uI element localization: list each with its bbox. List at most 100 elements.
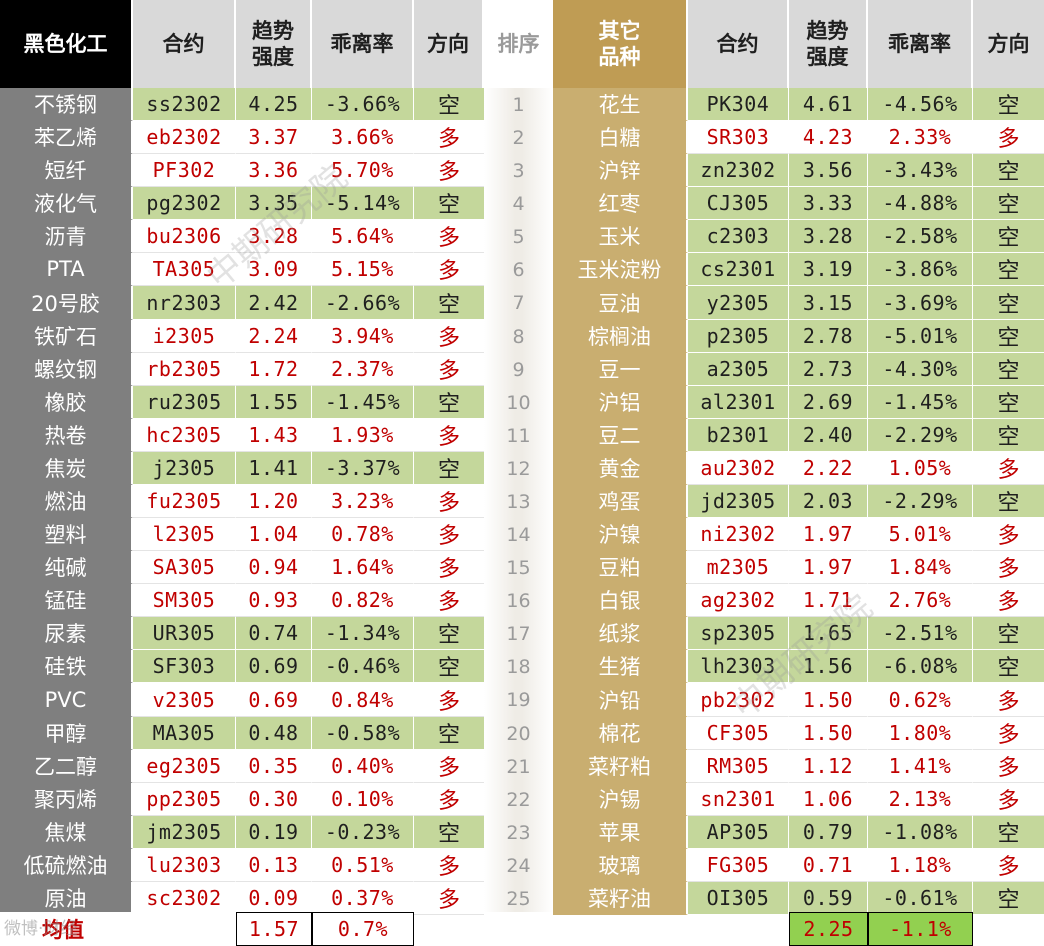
left_rows-name: 液化气 (0, 187, 133, 220)
right_rows-name: 豆二 (553, 419, 688, 452)
rank-number: 17 (506, 622, 531, 645)
right_rows-strength: 2.73 (789, 353, 868, 386)
header-right-category: 其它 品种 (553, 0, 688, 88)
header-rank: 排序 (484, 0, 553, 88)
right_rows-deviation: 1.80% (868, 717, 973, 750)
left_rows-strength: 3.09 (236, 253, 312, 286)
left_rows-contract: pg2302 (133, 187, 236, 220)
right_rows-direction: 多 (973, 452, 1044, 485)
right_rows-strength: 1.97 (789, 518, 868, 551)
right_rows-contract: ni2302 (688, 518, 789, 551)
right_rows-direction: 空 (973, 154, 1044, 187)
header-line-2: 强度 (806, 45, 849, 69)
rank-number: 21 (506, 755, 531, 778)
left_rows-direction: 空 (414, 286, 484, 320)
right_rows-deviation: -3.86% (868, 253, 973, 286)
footer-logo: 微博·财经 (4, 919, 78, 939)
right_rows-name: 沪锡 (553, 783, 688, 816)
right_rows-name: 沪铅 (553, 683, 688, 717)
left_rows-name: PVC (0, 683, 133, 717)
right_rows-deviation: -0.61% (868, 882, 973, 915)
left_rows-strength: 0.09 (236, 882, 312, 915)
rank-band (484, 88, 553, 912)
left_rows-name: 橡胶 (0, 386, 133, 419)
right_rows-contract: au2302 (688, 452, 789, 485)
right_rows-deviation: -2.29% (868, 419, 973, 452)
rank-number: 14 (506, 523, 531, 546)
left_rows-name: 铁矿石 (0, 320, 133, 353)
right_rows-name: 菜籽粕 (553, 750, 688, 783)
left_rows-name: 焦炭 (0, 452, 133, 485)
right_rows-contract: RM305 (688, 750, 789, 783)
right_rows-name: 鸡蛋 (553, 485, 688, 518)
right_rows-direction: 空 (973, 816, 1044, 849)
right_rows-contract: AP305 (688, 816, 789, 849)
right_rows-strength: 1.97 (789, 551, 868, 584)
left_rows-deviation: 0.51% (312, 849, 414, 882)
header-line-1: 趋势 (806, 19, 849, 43)
left_rows-direction: 多 (414, 485, 484, 518)
right_rows-deviation: 5.01% (868, 518, 973, 551)
right_rows-deviation: -3.43% (868, 154, 973, 187)
right_rows-contract: jd2305 (688, 485, 789, 518)
left_rows-strength: 0.94 (236, 551, 312, 584)
left_rows-direction: 多 (414, 154, 484, 187)
right_rows-deviation: -4.30% (868, 353, 973, 386)
left_rows-contract: SF303 (133, 650, 236, 683)
right_rows-strength: 2.22 (789, 452, 868, 485)
rank-number: 8 (512, 325, 525, 348)
right_rows-deviation: 0.62% (868, 683, 973, 717)
left_rows-strength: 0.69 (236, 683, 312, 717)
left_rows-strength: 1.04 (236, 518, 312, 551)
left_rows-direction: 多 (414, 584, 484, 617)
right_rows-direction: 多 (973, 518, 1044, 551)
left_rows-strength: 0.30 (236, 783, 312, 816)
left_rows-name: 热卷 (0, 419, 133, 452)
rank-number: 24 (506, 854, 531, 877)
right_rows-contract: al2301 (688, 386, 789, 419)
right_rows-deviation: -2.29% (868, 485, 973, 518)
left_rows-contract: TA305 (133, 253, 236, 286)
left_rows-deviation: 0.84% (312, 683, 414, 717)
right_rows-direction: 多 (973, 683, 1044, 717)
left_rows-contract: rb2305 (133, 353, 236, 386)
left_rows-direction: 多 (414, 551, 484, 584)
header-line-1: 趋势 (252, 19, 294, 43)
left_rows-contract: ru2305 (133, 386, 236, 419)
right_rows-deviation: 2.33% (868, 121, 973, 154)
left_rows-strength: 0.74 (236, 617, 312, 650)
right_rows-name: 棕榈油 (553, 320, 688, 353)
right_rows-deviation: -2.51% (868, 617, 973, 650)
left_rows-direction: 空 (414, 88, 484, 121)
left_rows-deviation: -3.37% (312, 452, 414, 485)
left_rows-name: 短纤 (0, 154, 133, 187)
right_rows-direction: 多 (973, 551, 1044, 584)
right_rows-strength: 4.61 (789, 88, 868, 121)
left_rows-strength: 0.13 (236, 849, 312, 882)
rank-number: 20 (506, 722, 531, 745)
left_rows-name: 乙二醇 (0, 750, 133, 783)
rank-number: 19 (506, 689, 531, 711)
left_rows-deviation: 5.64% (312, 220, 414, 253)
left_rows-name: 尿素 (0, 617, 133, 650)
right_rows-name: 豆一 (553, 353, 688, 386)
right_rows-strength: 2.03 (789, 485, 868, 518)
left_rows-name: 不锈钢 (0, 88, 133, 121)
left_rows-contract: eb2302 (133, 121, 236, 154)
right_rows-name: 豆油 (553, 286, 688, 320)
left_rows-deviation: 2.37% (312, 353, 414, 386)
left_rows-deviation: 1.93% (312, 419, 414, 452)
right_rows-name: 玻璃 (553, 849, 688, 882)
right_rows-contract: b2301 (688, 419, 789, 452)
left_rows-direction: 多 (414, 783, 484, 816)
left_rows-name: 硅铁 (0, 650, 133, 683)
right_rows-deviation: -3.69% (868, 286, 973, 320)
left_rows-contract: v2305 (133, 683, 236, 717)
left_rows-deviation: 1.64% (312, 551, 414, 584)
left_rows-name: 塑料 (0, 518, 133, 551)
right_rows-name: 玉米 (553, 220, 688, 253)
right_rows-contract: pb2302 (688, 683, 789, 717)
left_rows-direction: 多 (414, 518, 484, 551)
left_rows-deviation: 0.78% (312, 518, 414, 551)
